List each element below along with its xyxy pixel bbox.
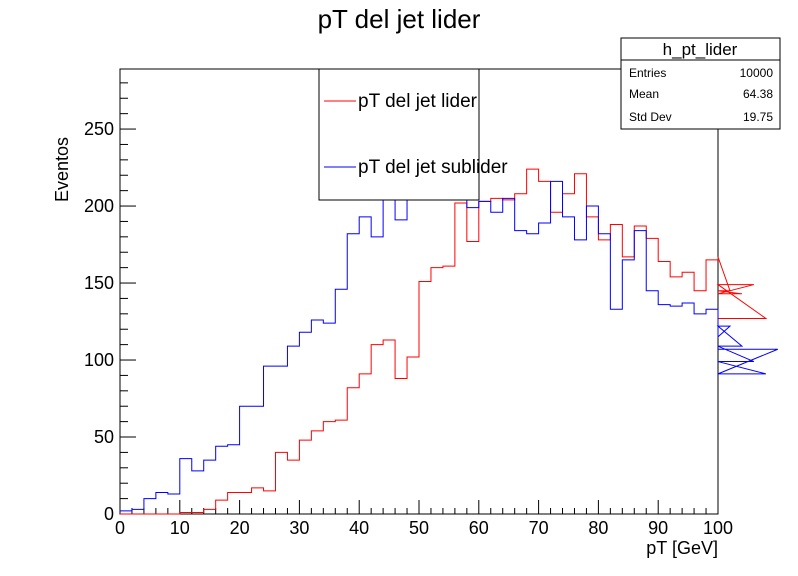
stats-stddev-value: 19.75 xyxy=(743,110,773,124)
y-tick-label: 0 xyxy=(104,504,114,524)
x-tick-label: 30 xyxy=(289,518,309,538)
legend-box xyxy=(318,68,480,201)
x-tick-label: 50 xyxy=(409,518,429,538)
stats-entries-label: Entries xyxy=(629,66,666,80)
stats-box-title: h_pt_lider xyxy=(663,40,738,59)
legend-label-sublider: pT del jet sublider xyxy=(358,157,508,178)
axis-ticks: 0 10 20 30 40 50 60 70 80 90 100 0 50 100 150 200 250 xyxy=(84,82,733,538)
stats-box: h_pt_lider Entries 10000 Mean 64.38 Std … xyxy=(620,37,781,130)
x-tick-label: 0 xyxy=(115,518,125,538)
chart-title: pT del jet lider xyxy=(318,4,481,34)
stats-stddev-label: Std Dev xyxy=(629,110,672,124)
legend-label-lider: pT del jet lider xyxy=(358,91,478,112)
stats-mean-value: 64.38 xyxy=(743,87,773,101)
stats-entries-value: 10000 xyxy=(740,66,774,80)
x-tick-label: 60 xyxy=(469,518,489,538)
x-tick-label: 70 xyxy=(529,518,549,538)
x-tick-label: 100 xyxy=(703,518,733,538)
x-tick-label: 10 xyxy=(170,518,190,538)
x-tick-label: 20 xyxy=(230,518,250,538)
x-axis-label: pT [GeV] xyxy=(646,538,718,558)
stats-box-frame xyxy=(620,37,781,130)
x-tick-label: 40 xyxy=(349,518,369,538)
y-tick-label: 150 xyxy=(84,273,114,293)
y-tick-label: 200 xyxy=(84,196,114,216)
y-tick-label: 250 xyxy=(84,119,114,139)
y-tick-label: 100 xyxy=(84,350,114,370)
y-tick-label: 50 xyxy=(94,427,114,447)
y-axis-label: Eventos xyxy=(52,137,72,202)
x-tick-label: 90 xyxy=(648,518,668,538)
x-tick-label: 80 xyxy=(588,518,608,538)
stats-mean-label: Mean xyxy=(629,87,659,101)
legend: pT del jet lider pT del jet sublider xyxy=(318,68,508,201)
